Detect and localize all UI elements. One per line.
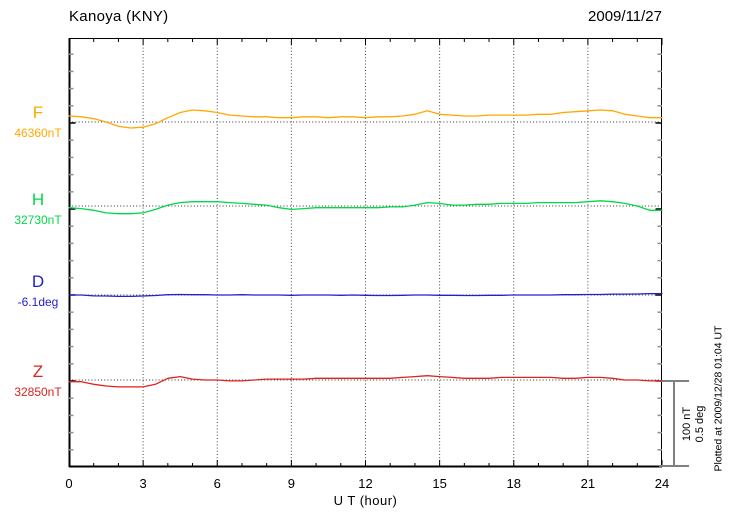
plot-date: 2009/11/27 xyxy=(588,8,662,25)
trace-Z xyxy=(68,375,663,388)
x-tick-label: 6 xyxy=(213,476,221,491)
series-baseline-d: -6.1deg xyxy=(17,295,59,309)
scale-bar-label: 100 nT 0.5 deg xyxy=(681,379,707,469)
series-label-z: Z 32850nT xyxy=(6,362,70,399)
x-tick-label: 0 xyxy=(65,476,73,491)
x-tick-label: 18 xyxy=(506,476,521,491)
x-tick-label: 12 xyxy=(358,476,373,491)
scale-bar-deg: 0.5 deg xyxy=(694,405,706,443)
series-letter-f: F xyxy=(32,103,44,122)
x-tick-label: 9 xyxy=(287,476,295,491)
x-tick-label: 24 xyxy=(654,476,670,491)
trace-D xyxy=(68,292,663,298)
station-title: Kanoya (KNY) xyxy=(69,8,169,25)
series-label-h: H 32730nT xyxy=(6,190,70,227)
series-baseline-h: 32730nT xyxy=(14,213,62,227)
series-letter-z: Z xyxy=(32,362,44,381)
series-label-f: F 46360nT xyxy=(6,103,70,140)
series-label-d: D -6.1deg xyxy=(6,272,70,309)
x-tick-label: 3 xyxy=(139,476,147,491)
scale-bar xyxy=(659,380,689,467)
trace-F xyxy=(68,109,663,129)
series-baseline-z: 32850nT xyxy=(14,385,62,399)
series-baseline-f: 46360nT xyxy=(14,126,62,140)
x-tick-label: 21 xyxy=(580,476,596,491)
scale-bar-nt: 100 nT xyxy=(681,406,693,442)
plotted-at-note: Plotted at 2009/12/28 01:04 UT xyxy=(712,325,725,472)
series-letter-d: D xyxy=(31,272,45,291)
x-axis-label: U T (hour) xyxy=(333,493,398,508)
x-tick-label: 15 xyxy=(432,476,447,491)
trace-H xyxy=(68,200,663,215)
series-letter-h: H xyxy=(31,190,45,209)
